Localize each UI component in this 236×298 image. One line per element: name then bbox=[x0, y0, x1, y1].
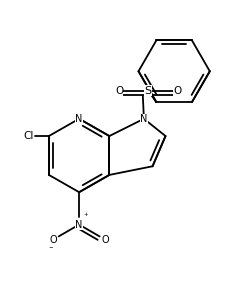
Text: O: O bbox=[49, 235, 57, 245]
Text: N: N bbox=[140, 114, 148, 124]
Text: O: O bbox=[115, 86, 123, 96]
Text: S: S bbox=[145, 86, 152, 96]
Text: $^{+}$: $^{+}$ bbox=[83, 212, 89, 221]
Text: $^{-}$: $^{-}$ bbox=[48, 243, 54, 253]
Text: N: N bbox=[76, 220, 83, 229]
Text: N: N bbox=[76, 114, 83, 124]
Text: Cl: Cl bbox=[23, 131, 34, 141]
Text: O: O bbox=[101, 235, 109, 245]
Text: O: O bbox=[173, 86, 181, 96]
